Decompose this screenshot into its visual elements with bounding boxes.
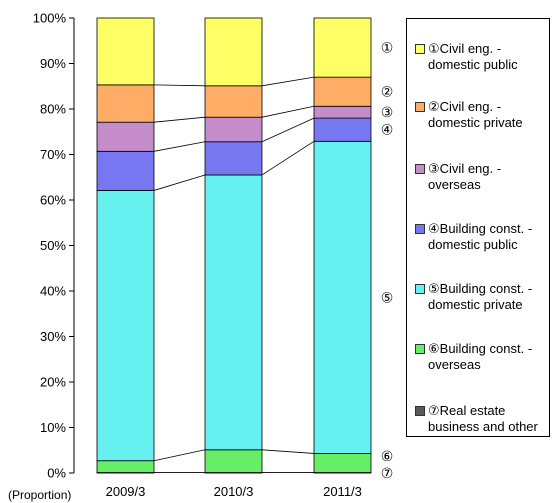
- y-tick-label: 0%: [47, 466, 66, 481]
- legend-label: ⑤Building const. - domestic private: [428, 281, 533, 312]
- bar-segment: [204, 141, 263, 176]
- bar-segment: [204, 85, 263, 118]
- legend-label: ⑦Real estate business and other: [428, 403, 538, 434]
- bar-segment: [96, 17, 155, 86]
- legend-swatch: [415, 344, 425, 354]
- connector-line: [261, 105, 315, 118]
- y-tick-label: 70%: [40, 147, 66, 162]
- series-marker-label: ④: [381, 123, 394, 139]
- bars: [96, 17, 372, 474]
- connector-line: [153, 84, 206, 87]
- series-marker-label: ②: [381, 85, 394, 101]
- bar-segment: [96, 84, 155, 123]
- connector-line: [153, 174, 206, 191]
- y-tick-label: 80%: [40, 102, 66, 117]
- y-tick-label: 20%: [40, 375, 66, 390]
- legend-swatch: [415, 102, 425, 112]
- bar-segment: [96, 150, 155, 191]
- x-category-label: 2011/3: [323, 484, 362, 499]
- series-marker-label: ③: [381, 105, 394, 121]
- legend-label: ②Civil eng. - domestic private: [428, 99, 523, 130]
- bar-segment: [96, 121, 155, 152]
- legend-label: ①Civil eng. - domestic public: [428, 41, 518, 72]
- y-tick-label: 50%: [40, 238, 66, 253]
- connector-line: [153, 449, 206, 462]
- bar-segment: [313, 76, 372, 107]
- bar-segment: [96, 460, 155, 473]
- y-tick-label: 40%: [40, 284, 66, 299]
- series-markers: ⑦⑥ ⑤ ④ ③ ② ①: [381, 41, 394, 482]
- y-axis-unit-label: (Proportion): [8, 488, 72, 502]
- series-marker-label: ⑤: [381, 290, 394, 306]
- legend-label: ④Building const. - domestic public: [428, 221, 533, 252]
- legend-swatch: [415, 164, 425, 174]
- bar-segment: [313, 105, 372, 119]
- bar-segment: [204, 174, 263, 451]
- bar-segment: [204, 449, 263, 473]
- legend-swatch: [415, 44, 425, 54]
- y-tick-label: 30%: [40, 329, 66, 344]
- connector-line: [261, 117, 315, 143]
- series-marker-label: ⑥: [381, 449, 394, 465]
- legend-swatch: [415, 406, 425, 416]
- bar-segment: [313, 17, 372, 78]
- y-tick-label: 60%: [40, 193, 66, 208]
- bar-segment: [204, 17, 263, 87]
- legend: ①Civil eng. - domestic public ②Civil eng.…: [406, 18, 550, 437]
- connector-line: [261, 449, 315, 454]
- y-tick-label: 100%: [33, 11, 67, 26]
- connector-line: [153, 141, 206, 152]
- connector-line: [261, 140, 315, 176]
- legend-label: ③Civil eng. - overseas: [428, 161, 502, 192]
- series-marker-label: ⑦: [381, 466, 394, 482]
- bar-segment: [204, 116, 263, 143]
- bar-segment: [313, 140, 372, 454]
- bar-segment: [313, 117, 372, 142]
- connector-line: [261, 76, 315, 87]
- bar-segment: [313, 453, 372, 473]
- x-category-label: 2010/3: [214, 484, 254, 499]
- y-tick-label: 10%: [40, 420, 66, 435]
- connector-lines: [153, 76, 315, 473]
- axes: 0% 10% 20% 30% 40% 50% 60% 70% 80% 90% 100% 2009/3 2…: [33, 11, 362, 500]
- x-category-label: 2009/3: [106, 484, 146, 499]
- legend-swatch: [415, 224, 425, 234]
- bar-segment: [96, 190, 155, 462]
- legend-swatch: [415, 284, 425, 294]
- series-marker-label: ①: [381, 41, 394, 57]
- connector-line: [153, 116, 206, 123]
- legend-label: ⑥Building const. - overseas: [428, 341, 533, 372]
- y-tick-label: 90%: [40, 56, 66, 71]
